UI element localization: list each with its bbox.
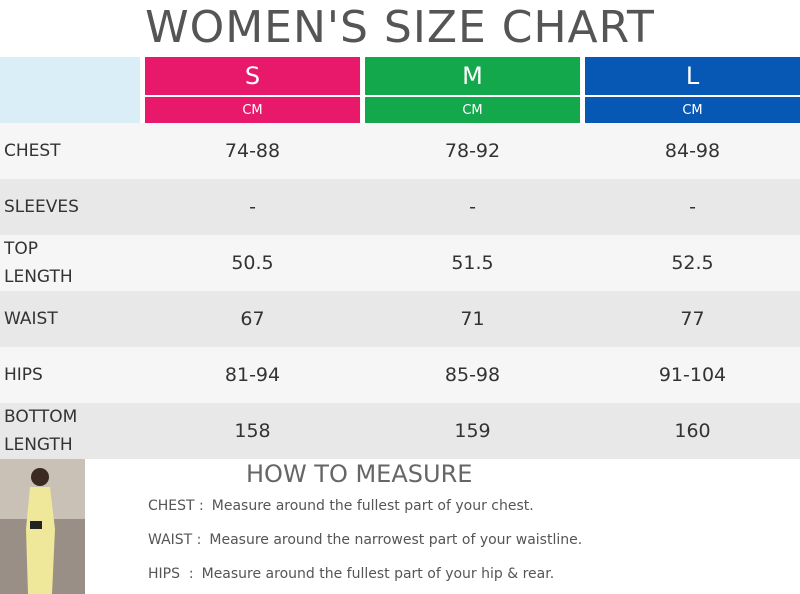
row-bg <box>0 179 800 235</box>
size-value: 50.5 <box>231 252 274 274</box>
size-value: - <box>689 196 696 218</box>
measure-text: Measure around the fullest part of your … <box>211 498 534 514</box>
size-value: - <box>249 196 256 218</box>
unit-header: CM <box>585 97 800 123</box>
size-header: M <box>365 57 580 95</box>
size-value: 71 <box>460 308 485 330</box>
size-value: 85-98 <box>444 364 501 386</box>
size-value: 158 <box>234 420 271 442</box>
size-value: 77 <box>680 308 705 330</box>
unit-header: CM <box>145 97 360 123</box>
measure-label: CHEST : <box>148 498 204 514</box>
size-header: S <box>145 57 360 95</box>
row-bg <box>0 123 800 179</box>
size-value: 91-104 <box>658 364 727 386</box>
size-value: 159 <box>454 420 491 442</box>
unit-header: CM <box>365 97 580 123</box>
measure-label: HIPS : <box>148 566 194 582</box>
row-label: SLEEVES <box>0 179 140 235</box>
row-label-text: HIPS <box>4 365 43 385</box>
row-label-text: WAIST <box>4 309 58 329</box>
size-header: L <box>585 57 800 95</box>
row-label: TOP LENGTH <box>0 235 140 291</box>
row-bg <box>0 235 800 291</box>
row-bg <box>0 347 800 403</box>
row-label-text: CHEST <box>4 141 61 161</box>
size-value: 67 <box>240 308 265 330</box>
size-value: 84-98 <box>664 140 721 162</box>
measure-text: Measure around the narrowest part of you… <box>209 532 583 548</box>
size-value: 52.5 <box>671 252 714 274</box>
measure-title: HOW TO MEASURE <box>246 460 473 488</box>
row-bg <box>0 403 800 459</box>
row-label: WAIST <box>0 291 140 347</box>
measure-item: CHEST : Measure around the fullest part o… <box>148 498 534 514</box>
row-label-text: TOP LENGTH <box>4 239 73 287</box>
row-label-text: BOTTOM LENGTH <box>4 407 78 455</box>
measure-label: WAIST : <box>148 532 202 548</box>
corner-cell <box>0 57 140 123</box>
measure-text: Measure around the fullest part of your … <box>201 566 555 582</box>
row-bg <box>0 291 800 347</box>
row-label: HIPS <box>0 347 140 403</box>
size-value: 81-94 <box>224 364 281 386</box>
title: WOMEN'S SIZE CHART <box>145 2 655 53</box>
model-photo <box>0 459 85 594</box>
row-label-text: SLEEVES <box>4 197 79 217</box>
row-label: CHEST <box>0 123 140 179</box>
size-value: - <box>469 196 476 218</box>
measure-item: HIPS : Measure around the fullest part of… <box>148 566 554 582</box>
size-value: 78-92 <box>444 140 501 162</box>
size-value: 74-88 <box>224 140 281 162</box>
size-value: 51.5 <box>451 252 494 274</box>
size-value: 160 <box>674 420 711 442</box>
measure-item: WAIST : Measure around the narrowest part… <box>148 532 582 548</box>
row-label: BOTTOM LENGTH <box>0 403 140 459</box>
